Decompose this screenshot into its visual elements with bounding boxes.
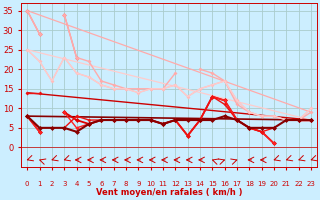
X-axis label: Vent moyen/en rafales ( km/h ): Vent moyen/en rafales ( km/h ): [96, 188, 242, 197]
